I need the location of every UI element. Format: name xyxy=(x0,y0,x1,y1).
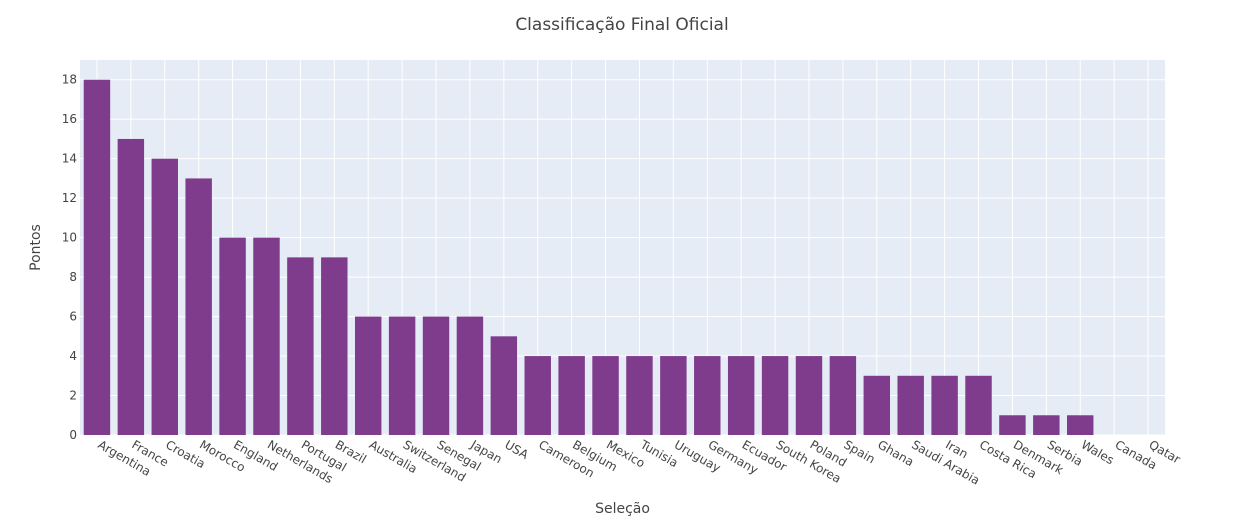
bar-mexico[interactable] xyxy=(592,356,619,435)
bar-serbia[interactable] xyxy=(1033,415,1060,435)
bar-netherlands[interactable] xyxy=(253,237,280,435)
bar-morocco[interactable] xyxy=(185,178,212,435)
bar-ghana[interactable] xyxy=(863,375,891,435)
bar-germany[interactable] xyxy=(694,356,721,435)
bar-portugal[interactable] xyxy=(287,257,314,435)
bar-iran[interactable] xyxy=(931,375,958,435)
y-tick-label: 14 xyxy=(62,152,77,166)
bar-poland[interactable] xyxy=(795,356,823,435)
bar-denmark[interactable] xyxy=(999,415,1026,435)
y-tick-label: 16 xyxy=(62,112,77,126)
y-tick-label: 10 xyxy=(62,231,77,245)
x-tick-label: Ghana xyxy=(875,437,916,469)
x-tick-label: USA xyxy=(502,437,531,462)
y-tick-label: 2 xyxy=(69,389,77,403)
bar-croatia[interactable] xyxy=(151,158,178,435)
bar-costa-rica[interactable] xyxy=(965,375,992,435)
bar-belgium[interactable] xyxy=(558,356,585,435)
bar-uruguay[interactable] xyxy=(660,356,687,435)
x-tick-label: Wales xyxy=(1079,437,1117,467)
bar-tunisia[interactable] xyxy=(626,356,653,435)
bar-senegal[interactable] xyxy=(422,316,450,435)
bar-japan[interactable] xyxy=(456,316,484,435)
y-tick-label: 4 xyxy=(69,349,77,363)
bars xyxy=(83,79,1094,435)
x-axis-ticks: ArgentinaFranceCroatiaMoroccoEnglandNeth… xyxy=(95,437,1182,488)
bar-switzerland[interactable] xyxy=(388,316,416,435)
y-tick-label: 8 xyxy=(69,270,77,284)
bar-france[interactable] xyxy=(117,138,145,435)
bar-saudi-arabia[interactable] xyxy=(897,375,924,435)
bar-brazil[interactable] xyxy=(321,257,348,435)
bar-wales[interactable] xyxy=(1067,415,1094,435)
x-tick-label: Spain xyxy=(841,437,877,466)
y-tick-label: 0 xyxy=(69,428,77,442)
bar-england[interactable] xyxy=(219,237,246,435)
bar-usa[interactable] xyxy=(490,336,518,435)
y-tick-label: 18 xyxy=(62,73,77,87)
bar-spain[interactable] xyxy=(829,356,857,435)
y-tick-label: 12 xyxy=(62,191,77,205)
chart-title: Classificação Final Oficial xyxy=(515,15,728,35)
bar-ecuador[interactable] xyxy=(727,356,755,435)
bar-south-korea[interactable] xyxy=(761,356,789,435)
x-tick-label: Tunisia xyxy=(637,437,680,470)
bar-cameroon[interactable] xyxy=(524,356,551,435)
bar-argentina[interactable] xyxy=(83,79,111,435)
y-tick-label: 6 xyxy=(69,310,77,324)
y-axis-title: Pontos xyxy=(28,224,44,271)
y-axis-ticks: 0 2 4 6 8 10 12 14 16 18 xyxy=(62,73,77,442)
x-axis-title: Seleção xyxy=(595,501,650,517)
bar-australia[interactable] xyxy=(354,316,382,435)
